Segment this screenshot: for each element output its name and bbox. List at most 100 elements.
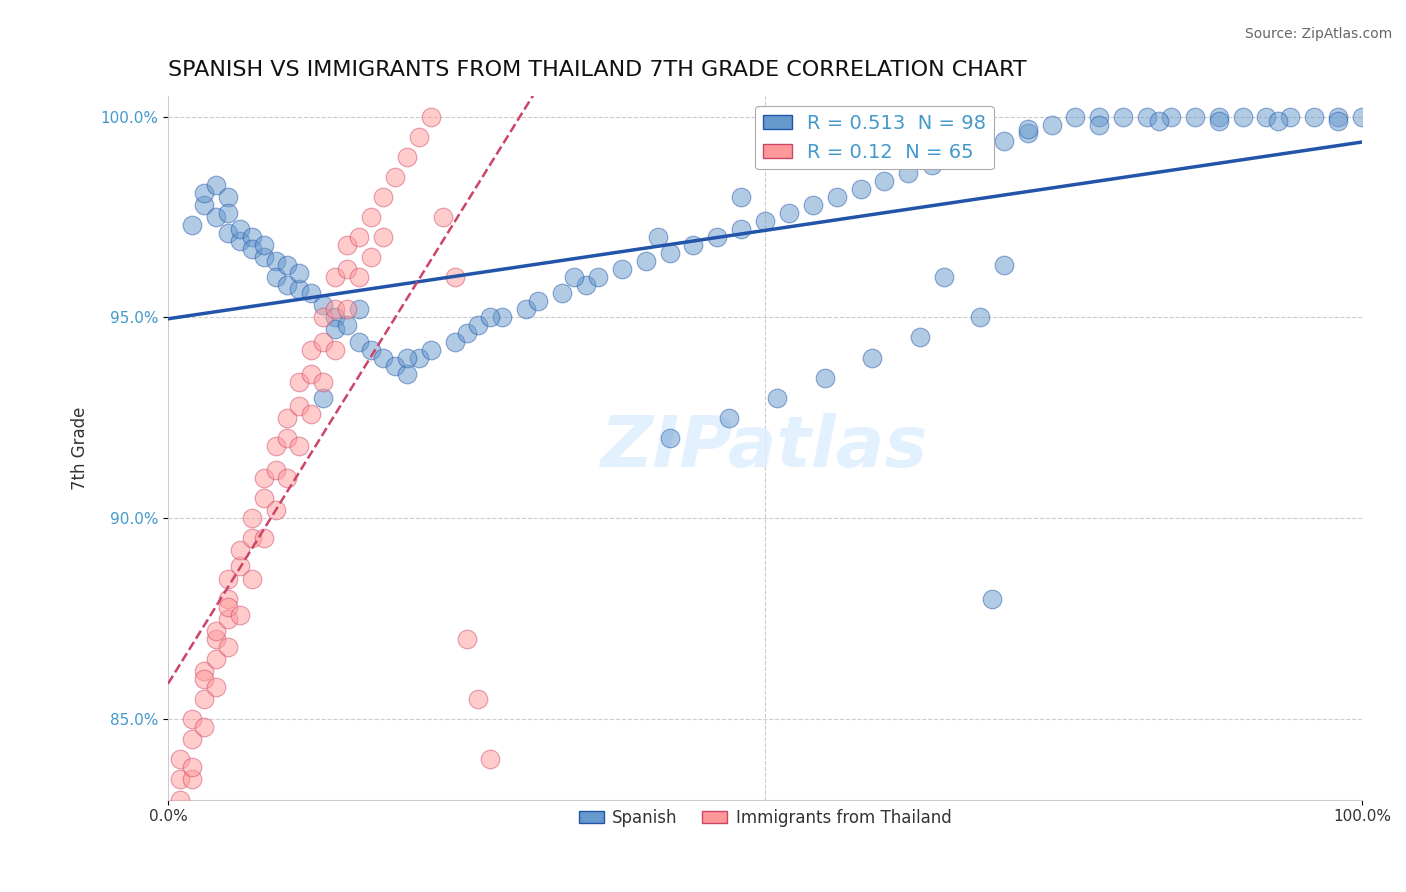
Point (252, 238, 274, 252)
Point (299, 407, 322, 421)
Point (1147, 113, 1170, 128)
Point (169, 752, 191, 766)
Point (384, 169, 406, 184)
Point (288, 399, 311, 413)
Point (778, 206, 800, 220)
Point (299, 343, 322, 357)
Point (217, 640, 239, 654)
Point (205, 632, 228, 646)
Point (658, 431, 681, 445)
Point (336, 318, 359, 333)
Point (993, 134, 1015, 148)
Point (228, 607, 250, 622)
Point (897, 110, 920, 124)
Point (264, 270, 287, 285)
Point (1136, 110, 1159, 124)
Point (312, 310, 335, 325)
Point (515, 302, 537, 317)
Point (299, 286, 322, 301)
Point (754, 214, 776, 228)
Point (1303, 110, 1326, 124)
Point (252, 250, 274, 264)
Point (205, 178, 228, 192)
Point (1040, 118, 1063, 132)
Point (921, 158, 943, 172)
Point (1184, 110, 1206, 124)
Point (371, 351, 394, 365)
Point (456, 632, 478, 646)
Point (228, 234, 250, 248)
Point (1267, 113, 1289, 128)
Point (336, 238, 359, 252)
Point (467, 318, 489, 333)
Point (718, 410, 741, 425)
Point (419, 110, 441, 124)
Text: ZIPatlas: ZIPatlas (602, 414, 929, 483)
Point (181, 732, 204, 747)
Point (479, 752, 502, 766)
Point (647, 230, 669, 244)
Point (1256, 110, 1278, 124)
Point (586, 270, 609, 285)
Point (252, 491, 274, 506)
Point (1208, 113, 1230, 128)
Point (336, 262, 359, 277)
Point (193, 672, 215, 686)
Point (205, 652, 228, 666)
Point (240, 572, 263, 586)
Point (1279, 110, 1302, 124)
Point (193, 720, 215, 734)
Point (1017, 126, 1039, 140)
Point (312, 334, 335, 349)
Point (562, 270, 585, 285)
Point (264, 439, 287, 453)
Point (395, 150, 418, 164)
Point (217, 612, 239, 626)
Point (288, 282, 311, 296)
Point (419, 343, 441, 357)
Point (360, 343, 382, 357)
Point (730, 190, 752, 204)
Point (240, 532, 263, 546)
Point (276, 410, 298, 425)
Point (1351, 110, 1374, 124)
Point (706, 230, 728, 244)
Point (217, 591, 239, 606)
Point (336, 302, 359, 317)
Point (814, 370, 837, 384)
Point (395, 367, 418, 381)
Point (814, 150, 837, 164)
Point (527, 294, 550, 309)
Point (312, 391, 335, 405)
Point (491, 310, 513, 325)
Point (288, 266, 311, 280)
Point (205, 624, 228, 638)
Point (1232, 110, 1254, 124)
Point (264, 254, 287, 268)
Point (181, 712, 204, 726)
Point (288, 439, 311, 453)
Point (347, 302, 370, 317)
Point (371, 190, 394, 204)
Point (456, 326, 478, 341)
Point (240, 242, 263, 256)
Point (371, 230, 394, 244)
Point (347, 334, 370, 349)
Point (312, 375, 335, 389)
Point (360, 210, 382, 224)
Point (347, 270, 370, 285)
Point (1088, 118, 1111, 132)
Point (945, 150, 967, 164)
Point (801, 198, 824, 212)
Text: SPANISH VS IMMIGRANTS FROM THAILAND 7TH GRADE CORRELATION CHART: SPANISH VS IMMIGRANTS FROM THAILAND 7TH … (169, 60, 1026, 79)
Point (766, 391, 789, 405)
Point (252, 532, 274, 546)
Point (299, 367, 322, 381)
Point (217, 572, 239, 586)
Point (825, 190, 848, 204)
Point (312, 298, 335, 312)
Point (395, 351, 418, 365)
Point (980, 591, 1002, 606)
Point (323, 270, 346, 285)
Point (347, 230, 370, 244)
